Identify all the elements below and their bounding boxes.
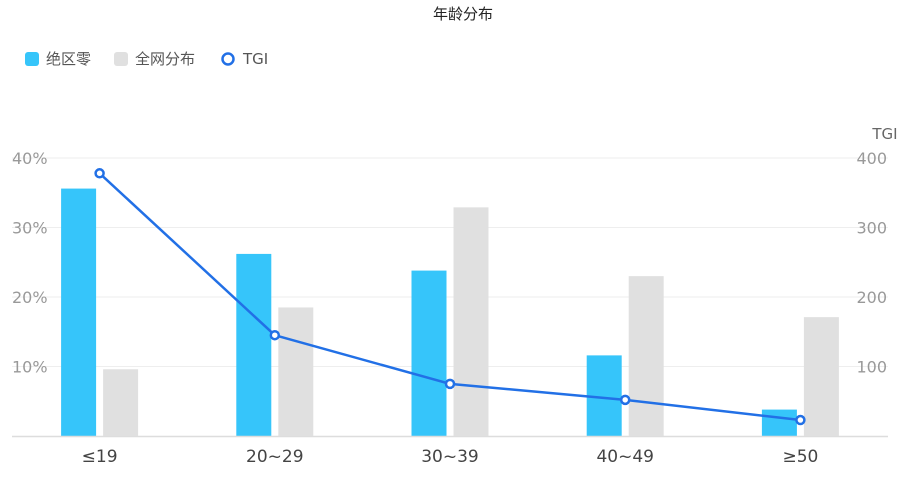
legend-label-zzz: 绝区零: [46, 50, 91, 68]
legend-item-network[interactable]: 全网分布: [114, 50, 195, 68]
right-tick-label: 100: [856, 358, 887, 377]
bar-network[interactable]: [803, 317, 839, 436]
x-tick-label: 40~49: [596, 447, 654, 467]
x-axis-ticks: ≤19 20~29 30~39 40~49 ≥50: [82, 447, 819, 467]
legend-item-zzz[interactable]: 绝区零: [25, 50, 91, 68]
bars: [61, 188, 839, 436]
bar-zzz[interactable]: [236, 253, 272, 436]
right-tick-label: 200: [856, 288, 887, 307]
bar-network[interactable]: [628, 276, 664, 436]
right-tick-label: 300: [856, 219, 887, 238]
bar-zzz[interactable]: [411, 270, 447, 436]
tgi-point[interactable]: [269, 329, 281, 341]
left-axis-ticks: 10% 20% 30% 40%: [12, 149, 48, 377]
chart-title: 年龄分布: [433, 5, 493, 23]
x-tick-label: 20~29: [246, 447, 304, 467]
left-tick-label: 10%: [12, 358, 48, 377]
x-tick-label: 30~39: [421, 447, 479, 467]
right-axis-ticks: 100 200 300 400: [856, 149, 887, 377]
x-tick-label: ≥50: [782, 447, 818, 467]
bar-network[interactable]: [103, 369, 139, 436]
legend-label-network: 全网分布: [135, 50, 195, 68]
bar-zzz[interactable]: [761, 409, 797, 436]
tgi-point[interactable]: [94, 168, 105, 179]
tgi-point[interactable]: [444, 378, 456, 390]
legend-swatch-network: [114, 52, 128, 66]
right-tick-label: 400: [856, 149, 887, 168]
grid-lines: [12, 157, 888, 367]
right-axis-title: TGI: [871, 125, 897, 143]
legend-item-tgi[interactable]: TGI: [221, 50, 269, 68]
bar-network[interactable]: [278, 307, 314, 436]
legend-label-tgi: TGI: [242, 50, 268, 68]
bar-zzz[interactable]: [61, 188, 97, 436]
left-tick-label: 30%: [12, 219, 48, 238]
legend-swatch-zzz: [25, 52, 39, 66]
x-tick-label: ≤19: [82, 447, 118, 467]
tgi-point[interactable]: [795, 414, 806, 426]
bar-network[interactable]: [453, 207, 489, 436]
legend: 绝区零 全网分布 TGI: [25, 50, 268, 68]
tgi-point[interactable]: [619, 394, 631, 406]
left-tick-label: 40%: [12, 149, 48, 168]
legend-marker-tgi: [221, 52, 235, 66]
tgi-series: [94, 168, 806, 426]
left-tick-label: 20%: [12, 288, 48, 307]
